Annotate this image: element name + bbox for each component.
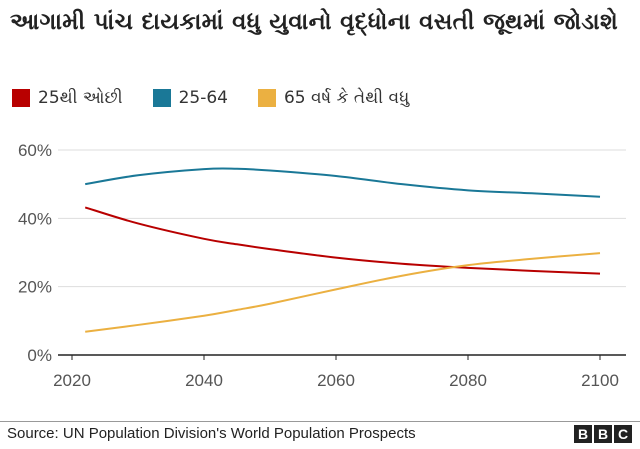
series-line [85, 252, 601, 333]
chart-title: આગામી પાંચ દાયકામાં વધુ યુવાનો વૃદ્ધોના … [10, 9, 618, 35]
series-line [84, 206, 601, 275]
y-tick-label: 40% [18, 209, 52, 228]
legend-item: 65 વર્ષ કે તેથી વધુ [257, 88, 410, 108]
legend-swatch [12, 89, 30, 107]
line-chart: 0% 20% 40% 60% 2020 2040 2060 2080 2100 [18, 141, 626, 390]
source-note: Source: UN Population Division's World P… [7, 425, 416, 442]
series-line [85, 167, 601, 198]
x-tick-label: 2080 [449, 371, 487, 390]
legend-item: 25-64 [152, 88, 228, 108]
x-tick-label: 2040 [185, 371, 223, 390]
x-tick-label: 2100 [581, 371, 619, 390]
legend-item: 25થી ઓછી [12, 88, 123, 108]
x-tick-label: 2060 [317, 371, 355, 390]
x-tick-label: 2020 [53, 371, 91, 390]
legend-swatch [257, 89, 276, 107]
legend-label: 25થી ઓછી [38, 88, 123, 108]
y-tick-label: 60% [18, 141, 52, 160]
legend-label: 65 વર્ષ કે તેથી વધુ [283, 88, 410, 108]
y-tick-label: 20% [18, 278, 52, 297]
divider [0, 421, 640, 422]
legend-label: 25-64 [178, 88, 228, 108]
y-tick-label: 0% [27, 346, 52, 365]
legend: 25થી ઓછી 25-64 65 વર્ષ કે તેથી વધુ [12, 88, 439, 108]
legend-swatch [152, 89, 171, 107]
